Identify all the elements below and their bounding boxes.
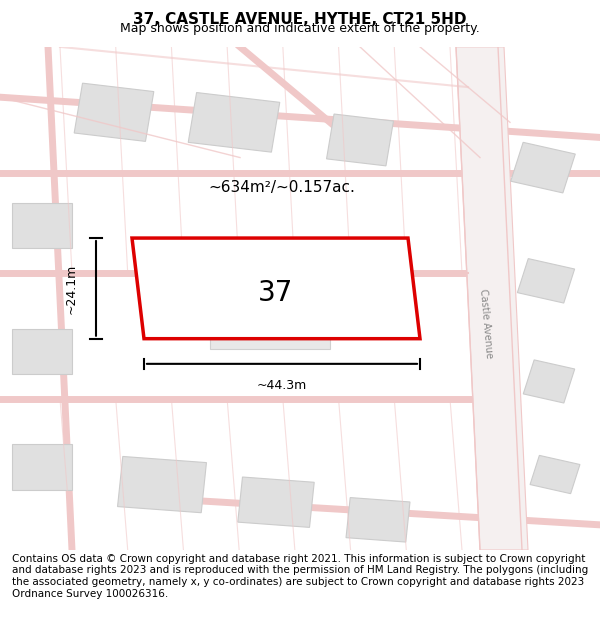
Text: Contains OS data © Crown copyright and database right 2021. This information is : Contains OS data © Crown copyright and d… <box>12 554 588 599</box>
Bar <box>74 83 154 141</box>
Bar <box>523 360 575 403</box>
Text: ~44.3m: ~44.3m <box>257 379 307 392</box>
Bar <box>210 273 330 349</box>
Text: 37, CASTLE AVENUE, HYTHE, CT21 5HD: 37, CASTLE AVENUE, HYTHE, CT21 5HD <box>133 12 467 27</box>
Bar <box>517 259 575 303</box>
Bar <box>12 444 72 489</box>
Text: Map shows position and indicative extent of the property.: Map shows position and indicative extent… <box>120 22 480 35</box>
Bar <box>326 114 394 166</box>
Bar <box>511 142 575 193</box>
Text: ~24.1m: ~24.1m <box>65 263 78 314</box>
Bar <box>118 456 206 512</box>
Text: 37: 37 <box>259 279 293 308</box>
Bar <box>238 477 314 528</box>
Bar <box>12 203 72 248</box>
Polygon shape <box>132 238 420 339</box>
Bar <box>530 456 580 494</box>
Bar <box>346 498 410 542</box>
Text: Castle Avenue: Castle Avenue <box>478 288 494 359</box>
Bar <box>188 92 280 152</box>
Text: ~634m²/~0.157ac.: ~634m²/~0.157ac. <box>209 180 355 195</box>
Polygon shape <box>456 47 528 550</box>
Bar <box>12 329 72 374</box>
